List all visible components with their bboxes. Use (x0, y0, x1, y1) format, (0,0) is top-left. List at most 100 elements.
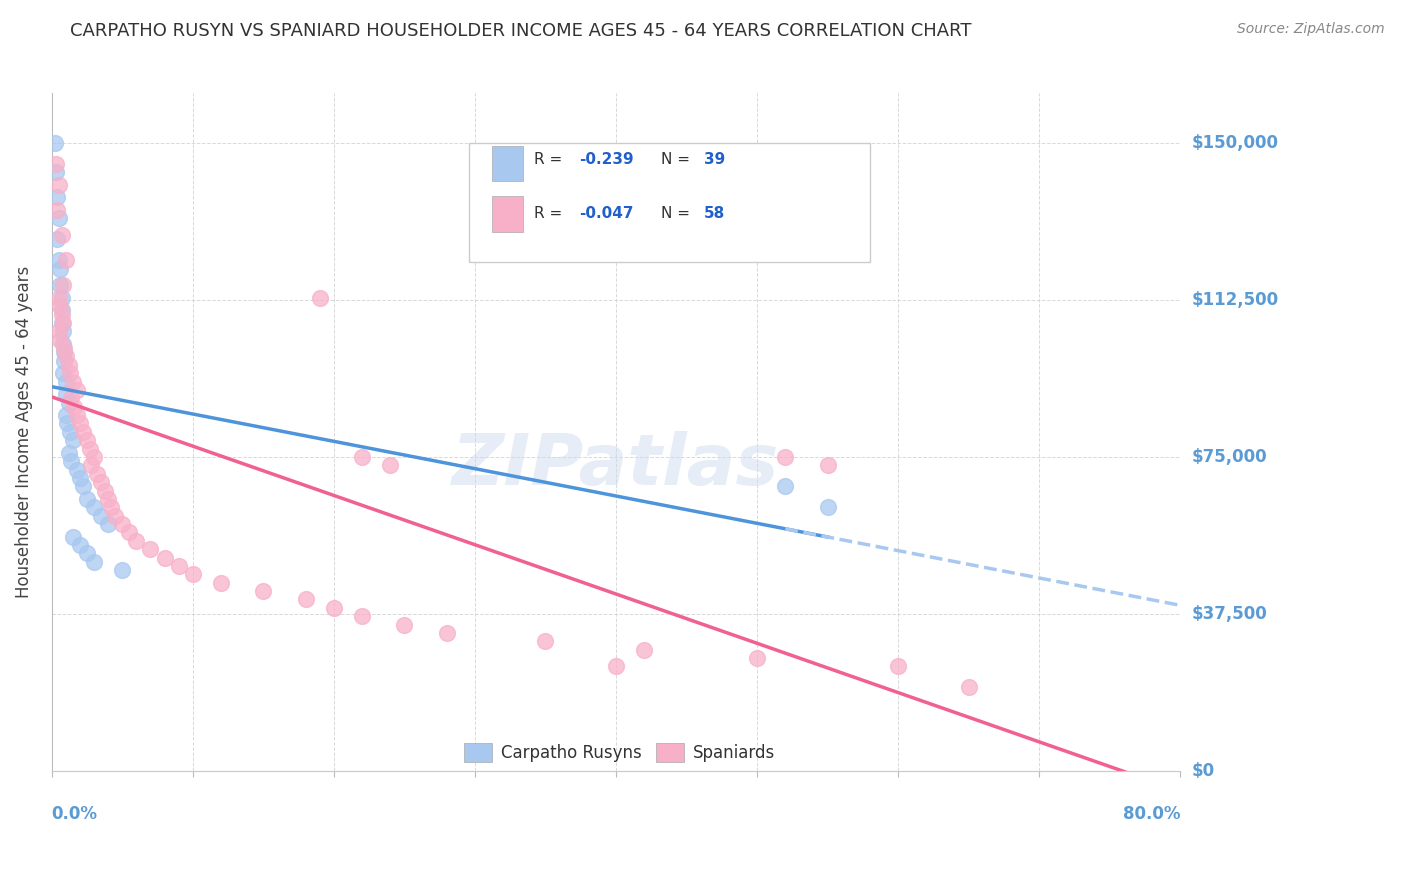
Point (48, 253, 70, 268)
Point (62, 434, 84, 448)
Text: $150,000: $150,000 (1191, 134, 1278, 152)
Point (51, 308, 73, 322)
Text: $112,500: $112,500 (1191, 291, 1278, 309)
Point (45, 157, 67, 171)
Point (52, 324, 75, 338)
Point (97, 516, 120, 531)
Point (55, 387, 77, 401)
Point (52, 366, 75, 380)
Point (49, 278, 72, 293)
Text: 58: 58 (704, 206, 725, 221)
Bar (464, 743, 492, 763)
Point (118, 525, 141, 540)
Point (83, 450, 105, 464)
Point (817, 500, 839, 515)
Point (52, 316, 75, 330)
Text: ZIPatlas: ZIPatlas (453, 432, 780, 500)
Point (55, 253, 77, 268)
Point (252, 584, 274, 599)
Point (111, 563, 134, 577)
Point (69, 538, 91, 552)
Text: CARPATHO RUSYN VS SPANIARD HOUSEHOLDER INCOME AGES 45 - 64 YEARS CORRELATION CHA: CARPATHO RUSYN VS SPANIARD HOUSEHOLDER I… (70, 22, 972, 40)
Point (55, 375, 77, 389)
Point (76, 491, 98, 506)
Text: -0.047: -0.047 (579, 206, 633, 221)
Text: R =: R = (534, 152, 567, 167)
Point (48, 324, 70, 338)
Text: $37,500: $37,500 (1191, 605, 1267, 624)
Point (51, 291, 73, 305)
Y-axis label: Householder Income Ages 45 - 64 years: Householder Income Ages 45 - 64 years (15, 266, 32, 598)
Point (957, 681, 980, 695)
Text: $75,000: $75,000 (1191, 448, 1267, 466)
Point (59, 425, 82, 439)
Point (53, 345, 76, 359)
Point (308, 291, 330, 305)
Point (69, 471, 91, 485)
Point (76, 434, 98, 448)
Point (90, 508, 112, 523)
Point (83, 500, 105, 515)
Text: Source: ZipAtlas.com: Source: ZipAtlas.com (1237, 22, 1385, 37)
Point (394, 617, 416, 632)
Bar (492, 145, 523, 181)
Point (745, 651, 768, 665)
Point (51, 303, 73, 318)
Bar (492, 196, 523, 232)
Text: $0: $0 (1191, 762, 1215, 780)
Point (48, 291, 70, 305)
Point (167, 558, 190, 573)
Point (46, 202, 69, 217)
Point (60, 454, 83, 468)
Point (51, 227, 73, 242)
Text: -0.239: -0.239 (579, 152, 633, 167)
Point (322, 600, 344, 615)
Point (62, 530, 84, 544)
Point (605, 659, 627, 673)
Point (66, 462, 89, 476)
Point (60, 392, 83, 406)
Text: Carpatho Rusyns: Carpatho Rusyns (501, 744, 641, 762)
Point (90, 475, 112, 490)
Point (58, 358, 80, 372)
Point (69, 417, 91, 431)
Point (100, 500, 122, 515)
Point (111, 516, 134, 531)
Point (97, 491, 120, 506)
Point (66, 383, 89, 397)
Point (72, 425, 94, 439)
Point (52, 278, 75, 293)
FancyBboxPatch shape (470, 144, 870, 262)
Point (58, 446, 80, 460)
Point (209, 575, 232, 590)
Point (83, 555, 105, 569)
Point (633, 642, 655, 657)
Point (46, 190, 69, 204)
Text: Spaniards: Spaniards (693, 744, 775, 762)
Point (51, 316, 73, 330)
Point (125, 533, 148, 548)
Point (59, 366, 82, 380)
Text: N =: N = (661, 152, 695, 167)
Text: 80.0%: 80.0% (1123, 805, 1180, 823)
Point (887, 659, 910, 673)
Point (294, 592, 316, 607)
Point (181, 567, 204, 582)
Point (380, 458, 402, 473)
Bar (655, 743, 683, 763)
Point (62, 375, 84, 389)
Point (79, 442, 101, 456)
Point (49, 261, 72, 276)
Point (58, 395, 80, 409)
Point (139, 542, 162, 557)
Point (48, 178, 70, 192)
Point (56, 417, 79, 431)
Point (63, 400, 86, 414)
Text: 39: 39 (704, 152, 725, 167)
Point (86, 467, 108, 481)
Point (66, 408, 89, 422)
Text: 0.0%: 0.0% (52, 805, 98, 823)
Point (49, 333, 72, 347)
Point (44, 136, 66, 150)
Point (80, 458, 103, 473)
